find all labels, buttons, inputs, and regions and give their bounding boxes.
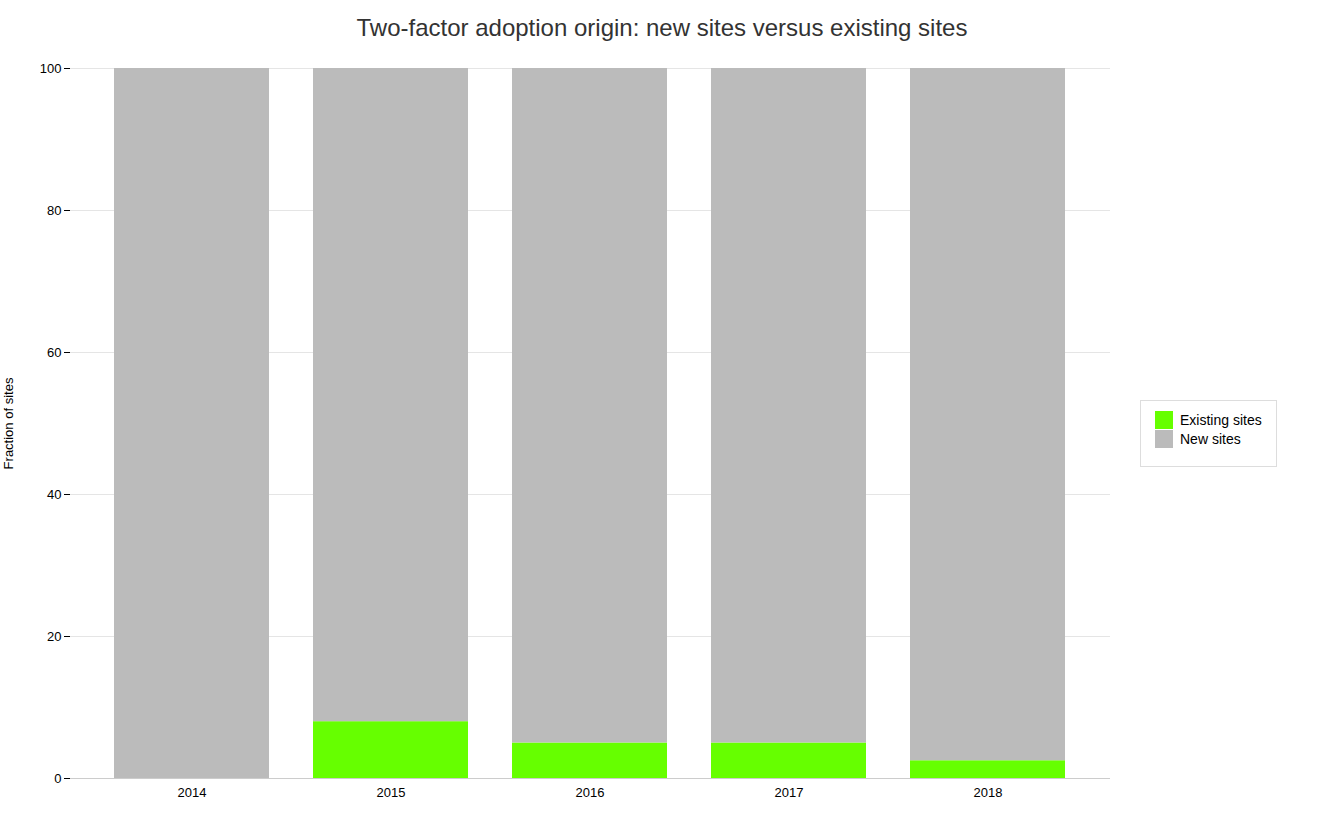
svg-text:2017: 2017 — [775, 785, 804, 800]
svg-text:60: 60 — [47, 345, 61, 360]
svg-text:2016: 2016 — [576, 785, 605, 800]
svg-text:20: 20 — [47, 629, 61, 644]
svg-text:Fraction of sites: Fraction of sites — [1, 377, 16, 469]
svg-text:2014: 2014 — [178, 785, 207, 800]
svg-text:100: 100 — [40, 61, 62, 76]
svg-text:2015: 2015 — [377, 785, 406, 800]
html-text:Existing sites: Existing sites — [1180, 411, 1262, 428]
html-text:New sites: New sites — [1180, 430, 1241, 447]
svg-text:0: 0 — [54, 771, 61, 786]
html-text:Two-factor adoption origin: ne: Two-factor adoption origin: new sites ve… — [356, 14, 968, 41]
svg-text:80: 80 — [47, 203, 61, 218]
svg-text:40: 40 — [47, 487, 61, 502]
svg-text:2018: 2018 — [974, 785, 1003, 800]
